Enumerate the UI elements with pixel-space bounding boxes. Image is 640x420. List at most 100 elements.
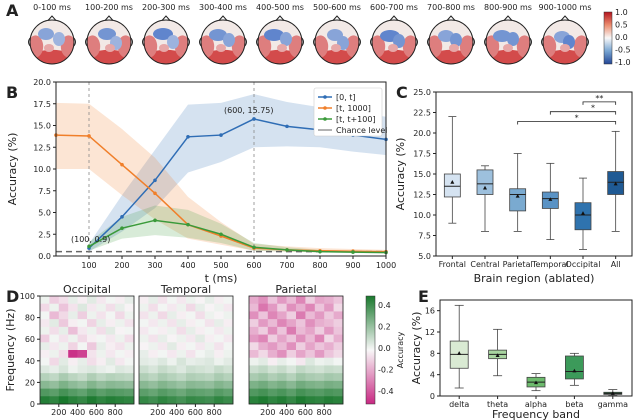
heatmap-cell xyxy=(204,373,215,382)
heatmap-cell xyxy=(223,396,234,405)
topo-ear-left xyxy=(199,37,202,47)
colorbar-d xyxy=(365,295,376,405)
heatmap-cell xyxy=(277,365,287,374)
heatmap-cell xyxy=(223,357,234,366)
heatmap-cell xyxy=(195,380,206,389)
heatmap-cell xyxy=(176,350,187,359)
heatmap-cell xyxy=(314,373,325,382)
colorbar-a xyxy=(603,11,613,65)
x-tick-label: 400 xyxy=(180,261,195,270)
mean-marker xyxy=(613,181,618,186)
topo-head-outline xyxy=(314,19,360,65)
topo-ear-right xyxy=(73,37,76,47)
heatmap-cell xyxy=(186,296,196,305)
heatmap-cell xyxy=(286,350,297,359)
topo-window-label: 200-300 ms xyxy=(142,3,190,12)
heatmap-cell xyxy=(40,303,50,312)
heatmap-cell xyxy=(305,373,316,382)
heatmap-cell xyxy=(267,326,278,335)
topo-window-label: 900-1000 ms xyxy=(538,3,591,12)
topo-ear-right xyxy=(358,37,361,47)
heatmap-cell xyxy=(214,396,224,405)
topo-nose xyxy=(503,15,513,21)
significance-bracket xyxy=(582,101,617,105)
heatmap-cell xyxy=(223,380,234,389)
y-tick-label: 17.5 xyxy=(413,150,431,159)
heatmap-cell xyxy=(58,365,69,374)
heatmap-cell xyxy=(105,357,116,366)
topo-ear-left xyxy=(484,37,487,47)
heatmap-cell xyxy=(148,365,159,374)
heatmap-cell xyxy=(49,350,60,359)
heatmap-cell xyxy=(314,365,325,374)
heatmap-cell xyxy=(277,357,287,366)
topo-nose xyxy=(161,15,171,21)
x-tick-label: 200 xyxy=(114,261,129,270)
heatmap-cell xyxy=(77,388,88,397)
heatmap-cell xyxy=(214,350,224,359)
heatmap-cell xyxy=(314,311,325,320)
heatmap-cell xyxy=(148,311,159,320)
heatmap-cell xyxy=(314,319,325,328)
heatmap-cell xyxy=(204,319,215,328)
heatmap-cell xyxy=(195,303,206,312)
heatmap-cell xyxy=(68,365,78,374)
heatmap-cell xyxy=(157,396,168,405)
heatmap-cell xyxy=(214,303,224,312)
series-line xyxy=(88,219,387,254)
topo-high-region xyxy=(159,44,169,52)
topo-low-region xyxy=(450,33,462,47)
heatmap-cell xyxy=(333,388,344,397)
panel-b: B 100 200 300 400 500 600 700 800 900 1000 0.0 2.5 5.… xyxy=(6,78,396,285)
topo-ear-left xyxy=(541,37,544,47)
heatmap-cell xyxy=(314,296,325,305)
category-label: alpha xyxy=(525,400,547,409)
x-tick-label: 800 xyxy=(312,261,327,270)
topo-ear-left xyxy=(427,37,430,47)
panel-label: A xyxy=(6,1,19,20)
heatmap-cell xyxy=(77,311,88,320)
heatmap-cell xyxy=(176,388,187,397)
heatmap-cell xyxy=(258,342,269,351)
heatmap-cell xyxy=(40,380,50,389)
heatmap-cell xyxy=(333,373,344,382)
heatmap-cell xyxy=(115,365,125,374)
heatmap-cell xyxy=(249,311,259,320)
topo-window-label: 800-900 ms xyxy=(484,3,532,12)
topo-ear-left xyxy=(28,37,31,47)
topo-ear-left xyxy=(142,37,145,47)
data-point xyxy=(120,162,124,167)
x-tick-label: 200 xyxy=(260,408,275,417)
heatmap-cell xyxy=(49,334,60,343)
heatmap-cell xyxy=(40,311,50,320)
heatmap-cell xyxy=(214,296,224,305)
colorbar-tick: 0.0 xyxy=(615,33,628,42)
heatmap-cell xyxy=(176,396,187,405)
x-tick-label: 800 xyxy=(207,408,222,417)
heatmap-cell xyxy=(68,303,78,312)
mean-marker xyxy=(581,211,585,215)
topo-low-region xyxy=(223,33,235,47)
heatmap-cell xyxy=(214,365,224,374)
data-point xyxy=(153,178,157,183)
topo-high-region xyxy=(543,49,587,64)
heatmap-cell xyxy=(87,311,97,320)
topo-ear-right xyxy=(130,37,133,47)
significance-label: * xyxy=(575,114,579,123)
heatmap-cell xyxy=(115,326,125,335)
topo-high-region xyxy=(144,49,188,64)
heatmap-cell xyxy=(249,396,259,405)
heatmap-cell xyxy=(258,334,269,343)
heatmap-cell xyxy=(195,334,206,343)
heatmap-cell xyxy=(148,388,159,397)
heatmap-cell xyxy=(195,319,206,328)
mean-marker xyxy=(515,193,520,198)
heatmap-cell xyxy=(186,365,196,374)
heatmap-cell xyxy=(167,319,177,328)
data-point xyxy=(153,191,157,196)
heatmap-cell xyxy=(105,373,116,382)
heatmap-cell xyxy=(296,326,306,335)
x-axis-label: t (ms) xyxy=(205,272,238,285)
heatmap-cell xyxy=(214,373,224,382)
y-tick-label: 25.0 xyxy=(413,88,431,97)
